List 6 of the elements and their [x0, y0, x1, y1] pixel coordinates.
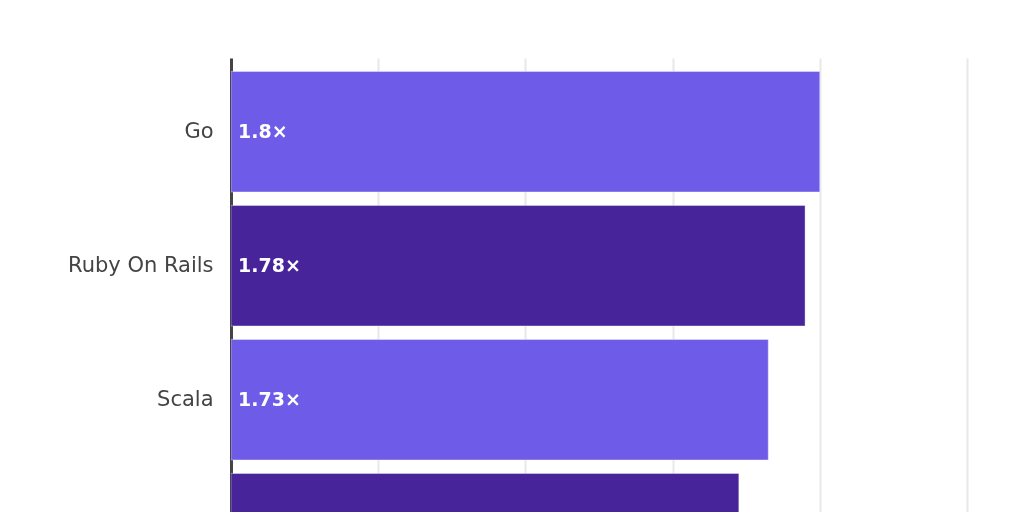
- y-tick-label: Ruby On Rails: [67, 252, 214, 277]
- data-label: 1.73×: [238, 387, 301, 410]
- data-label: 1.8×: [238, 119, 288, 142]
- data-label: 1.78×: [238, 253, 301, 276]
- y-tick-label: Go: [184, 118, 214, 143]
- y-tick-label: Scala: [157, 386, 214, 411]
